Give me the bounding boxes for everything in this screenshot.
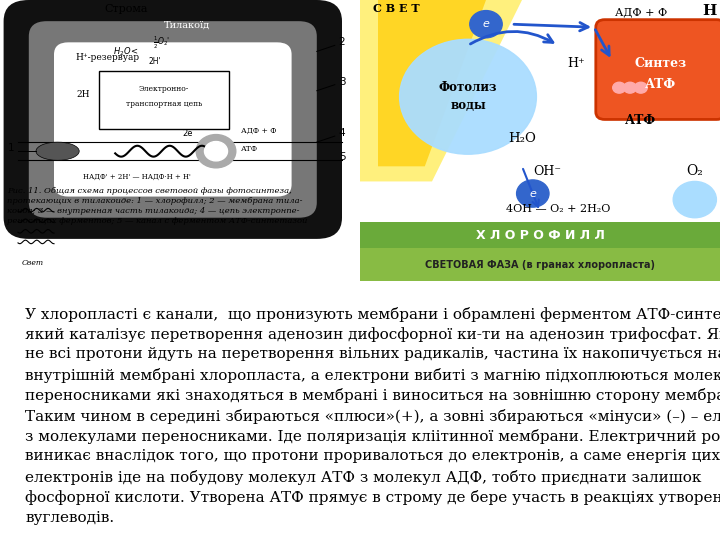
Text: 5: 5: [338, 152, 346, 163]
Text: НАДФ' + 2Н' — НАДФ·Н + Н': НАДФ' + 2Н' — НАДФ·Н + Н': [83, 172, 191, 180]
Text: Рис. 11. Общая схема процессов световой фазы фотосинтеза,
протекающих в тилакоид: Рис. 11. Общая схема процессов световой …: [7, 187, 307, 225]
Text: С В Е Т: С В Е Т: [373, 3, 419, 14]
Text: виникає внаслідок того, що протони проривалоться до електронів, а саме енергія ц: виникає внаслідок того, що протони прори…: [25, 449, 720, 463]
Text: воды: воды: [450, 99, 486, 112]
Circle shape: [204, 141, 228, 161]
Text: не всі протони йдуть на перетворення вільних радикалів, частина їх накопичується: не всі протони йдуть на перетворення віл…: [25, 347, 720, 361]
Circle shape: [634, 82, 647, 93]
FancyBboxPatch shape: [99, 71, 229, 129]
Text: Тилакоїд: Тилакоїд: [164, 20, 210, 29]
Text: з молекулами переносниками. Іде поляризація кліітинної мембрани. Електричний роз: з молекулами переносниками. Іде поляриза…: [25, 429, 720, 444]
Circle shape: [470, 11, 503, 38]
Text: АТФ: АТФ: [625, 114, 657, 127]
Text: $\frac{1}{2}O_2$': $\frac{1}{2}O_2$': [153, 35, 171, 51]
Text: переносниками які знаходяться в мембрані і виноситься на зовнішню сторону мембра: переносниками які знаходяться в мембрані…: [25, 388, 720, 403]
Text: e: e: [529, 188, 536, 199]
Text: АТФ: АТФ: [241, 145, 258, 153]
Text: Н⁺: Н⁺: [567, 57, 585, 70]
Text: 3: 3: [338, 77, 346, 87]
Text: внутрішній мембрані хлоропласта, а електрони вибиті з магнію підхоплюються молек: внутрішній мембрані хлоропласта, а елект…: [25, 368, 720, 383]
FancyBboxPatch shape: [596, 19, 720, 119]
Text: 2H': 2H': [148, 57, 161, 65]
Text: 2H: 2H: [76, 90, 89, 99]
Text: Свет: Свет: [22, 259, 43, 267]
Circle shape: [624, 82, 636, 93]
Text: О₂: О₂: [686, 164, 703, 178]
Text: Фотолиз: Фотолиз: [438, 81, 498, 94]
Circle shape: [673, 181, 716, 218]
Text: АДФ + Ф: АДФ + Ф: [241, 127, 276, 135]
Text: Н₂О: Н₂О: [508, 132, 536, 145]
Circle shape: [196, 134, 236, 168]
Text: фосфорної кислоти. Утворена АТФ прямує в строму де бере участь в реакціях утворе: фосфорної кислоти. Утворена АТФ прямує в…: [25, 490, 720, 505]
Text: Н⁺-резервуар: Н⁺-резервуар: [76, 53, 140, 63]
FancyBboxPatch shape: [29, 21, 317, 218]
Text: У хлоропласті є канали,  що пронизують мембрани і обрамлені ферментом АТФ-синтет: У хлоропласті є канали, що пронизують ме…: [25, 307, 720, 322]
Text: Таким чином в середині збираються «плюси»(+), а зовні збираються «мінуси» (–) – : Таким чином в середині збираються «плюси…: [25, 409, 720, 423]
Polygon shape: [378, 0, 486, 166]
Text: $H_2O\!<$: $H_2O\!<$: [113, 45, 139, 58]
Text: Электронно-: Электронно-: [139, 85, 189, 93]
Text: вуглеводів.: вуглеводів.: [25, 510, 114, 524]
FancyBboxPatch shape: [54, 42, 292, 197]
Text: СВЕТОВАЯ ФАЗА (в гранах хлоропласта): СВЕТОВАЯ ФАЗА (в гранах хлоропласта): [425, 260, 655, 269]
Text: Н: Н: [702, 4, 716, 18]
Text: Синтез: Синтез: [634, 57, 687, 70]
Text: АДФ + Ф: АДФ + Ф: [615, 7, 667, 17]
Text: Х Л О Р О Ф И Л Л: Х Л О Р О Ф И Л Л: [476, 229, 604, 242]
Text: транспортная цепь: транспортная цепь: [125, 100, 202, 108]
Polygon shape: [360, 0, 522, 181]
Circle shape: [400, 39, 536, 154]
Circle shape: [613, 82, 626, 93]
Text: 2: 2: [338, 37, 346, 48]
Text: 4ОН — О₂ + 2Н₂О: 4ОН — О₂ + 2Н₂О: [506, 204, 610, 214]
Bar: [360, 248, 720, 281]
Text: 1: 1: [7, 143, 14, 153]
Text: 2e: 2e: [182, 129, 192, 138]
FancyBboxPatch shape: [4, 0, 342, 239]
Text: АТФ: АТФ: [645, 78, 676, 91]
Text: електронів іде на побудову молекул АТФ з молекул АДФ, тобто приєднати залишок: електронів іде на побудову молекул АТФ з…: [25, 470, 701, 485]
Ellipse shape: [36, 142, 79, 160]
Bar: [360, 222, 720, 248]
Text: який каталізує перетворення аденозин дифосфорної ки-ти на аденозин трифосфат. Як: який каталізує перетворення аденозин диф…: [25, 327, 720, 342]
Text: e: e: [482, 19, 490, 29]
Text: Строма: Строма: [104, 4, 148, 14]
Text: ОН⁻: ОН⁻: [534, 165, 561, 178]
Text: 4: 4: [338, 128, 346, 138]
Circle shape: [516, 180, 549, 207]
